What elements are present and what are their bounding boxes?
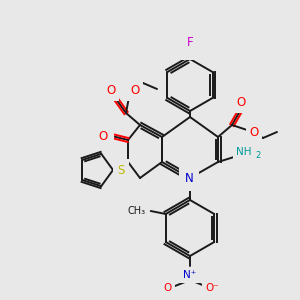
Text: CH₃: CH₃ [128,206,146,216]
Text: O: O [106,85,116,98]
Text: 2: 2 [255,152,260,160]
Text: NH: NH [236,147,252,157]
Text: F: F [187,35,193,49]
Text: S: S [117,164,125,176]
Text: O⁻: O⁻ [205,283,219,293]
Text: O: O [130,85,140,98]
Text: N: N [184,172,194,185]
Text: O: O [249,125,259,139]
Text: O: O [236,97,246,110]
Text: O: O [164,283,172,293]
Text: N⁺: N⁺ [183,270,196,280]
Text: O: O [98,130,108,142]
